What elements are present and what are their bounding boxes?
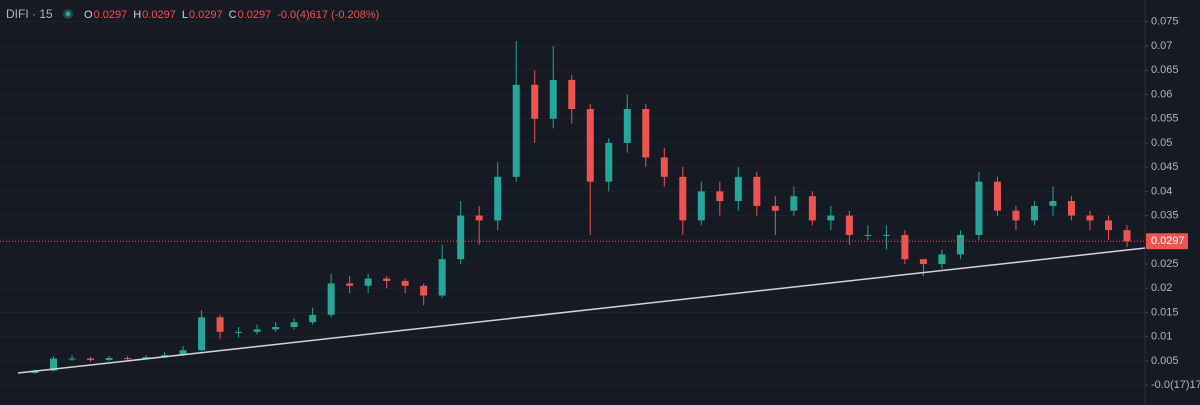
- candle-body: [586, 109, 594, 182]
- ohlc-value: 0.0297: [238, 9, 272, 21]
- y-tick-label: 0.065: [1151, 64, 1179, 76]
- y-tick-label: 0.05: [1151, 137, 1172, 149]
- y-tick-label: 0.055: [1151, 113, 1179, 125]
- last-price-label: 0.0297: [1151, 235, 1185, 247]
- ohlc-value: 0.0297: [189, 9, 223, 21]
- candle-body: [50, 358, 58, 371]
- candle-body: [401, 280, 409, 286]
- candle-body: [1012, 210, 1020, 221]
- candle-body: [697, 191, 705, 221]
- candle-body: [438, 259, 446, 296]
- ohlc-label: L: [182, 9, 188, 21]
- candle-body: [605, 142, 613, 182]
- candle-body: [87, 358, 95, 360]
- candle-body: [346, 283, 354, 286]
- candle-body: [827, 215, 835, 221]
- y-tick-label: 0.015: [1151, 306, 1179, 318]
- y-tick-label: 0.045: [1151, 161, 1179, 173]
- candle-body: [457, 215, 465, 260]
- candle-body: [475, 215, 483, 221]
- ohlc-label: O: [84, 9, 93, 21]
- y-tick-label: 0.04: [1151, 185, 1172, 197]
- candle-body: [309, 314, 317, 323]
- candle-body: [734, 176, 742, 202]
- candle-body: [235, 331, 243, 333]
- candle-body: [383, 278, 391, 281]
- y-tick-label: 0.06: [1151, 88, 1172, 100]
- candle-body: [790, 196, 798, 211]
- candle-body: [716, 191, 724, 202]
- candle-body: [975, 181, 983, 235]
- candle-body: [512, 84, 520, 177]
- candle-body: [771, 205, 779, 211]
- candle-body: [901, 234, 909, 260]
- y-tick-label: -0.0(17)173: [1151, 379, 1200, 391]
- y-tick-label: 0.01: [1151, 331, 1172, 343]
- candle-body: [1049, 201, 1057, 206]
- candle-body: [660, 157, 668, 177]
- candle-body: [272, 327, 280, 330]
- candle-body: [1086, 215, 1094, 221]
- candle-body: [919, 259, 927, 265]
- y-tick-label: 0.035: [1151, 209, 1179, 221]
- candle-body: [642, 109, 650, 158]
- candle-body: [216, 317, 224, 332]
- symbol-title: DIFI · 15: [6, 7, 53, 21]
- ohlc-label: C: [229, 9, 237, 21]
- candle-body: [956, 234, 964, 255]
- candle-body: [753, 176, 761, 206]
- y-tick-label: 0.025: [1151, 258, 1179, 270]
- candle-body: [1123, 230, 1131, 242]
- y-tick-label: 0.075: [1151, 16, 1179, 28]
- candle-body: [327, 283, 335, 315]
- candle-body: [179, 350, 187, 356]
- candle-body: [68, 358, 76, 360]
- status-dot: [65, 11, 71, 17]
- change-value: -0.0(4)617 (-0.208%): [277, 9, 379, 21]
- candle-body: [105, 358, 113, 360]
- candle-body: [198, 317, 206, 351]
- y-tick-label: 0.02: [1151, 282, 1172, 294]
- candle-body: [124, 358, 132, 360]
- candle-body: [364, 278, 372, 286]
- candle-body: [494, 176, 502, 221]
- legend-header: DIFI · 15 O 0.0297 H 0.0297 L 0.0297 C 0.0297 -0…: [6, 7, 379, 21]
- ohlc-label: H: [133, 9, 141, 21]
- y-tick-label: 0.07: [1151, 40, 1172, 52]
- trend-line: [17, 247, 1146, 374]
- y-tick-label: 0.005: [1151, 355, 1179, 367]
- candle-body: [531, 84, 539, 119]
- last-price-badge: [1146, 233, 1188, 250]
- candle-body: [568, 79, 576, 110]
- candle-body: [1030, 205, 1038, 221]
- candle-body: [679, 176, 687, 221]
- candle-body: [938, 254, 946, 265]
- candle-body: [993, 181, 1001, 211]
- ohlc-value: 0.0297: [94, 9, 128, 21]
- candle-body: [1104, 220, 1112, 231]
- candle-body: [882, 234, 890, 236]
- candle-body: [253, 329, 261, 332]
- candle-body: [845, 215, 853, 235]
- ohlc-value: 0.0297: [142, 9, 176, 21]
- candle-body: [864, 234, 872, 236]
- candle-body: [549, 79, 557, 119]
- candle-body: [420, 285, 428, 296]
- candle-body: [290, 322, 298, 328]
- candle-body: [1067, 201, 1075, 216]
- candle-body: [623, 109, 631, 143]
- candle-body: [142, 357, 150, 359]
- candle-body: [808, 196, 816, 221]
